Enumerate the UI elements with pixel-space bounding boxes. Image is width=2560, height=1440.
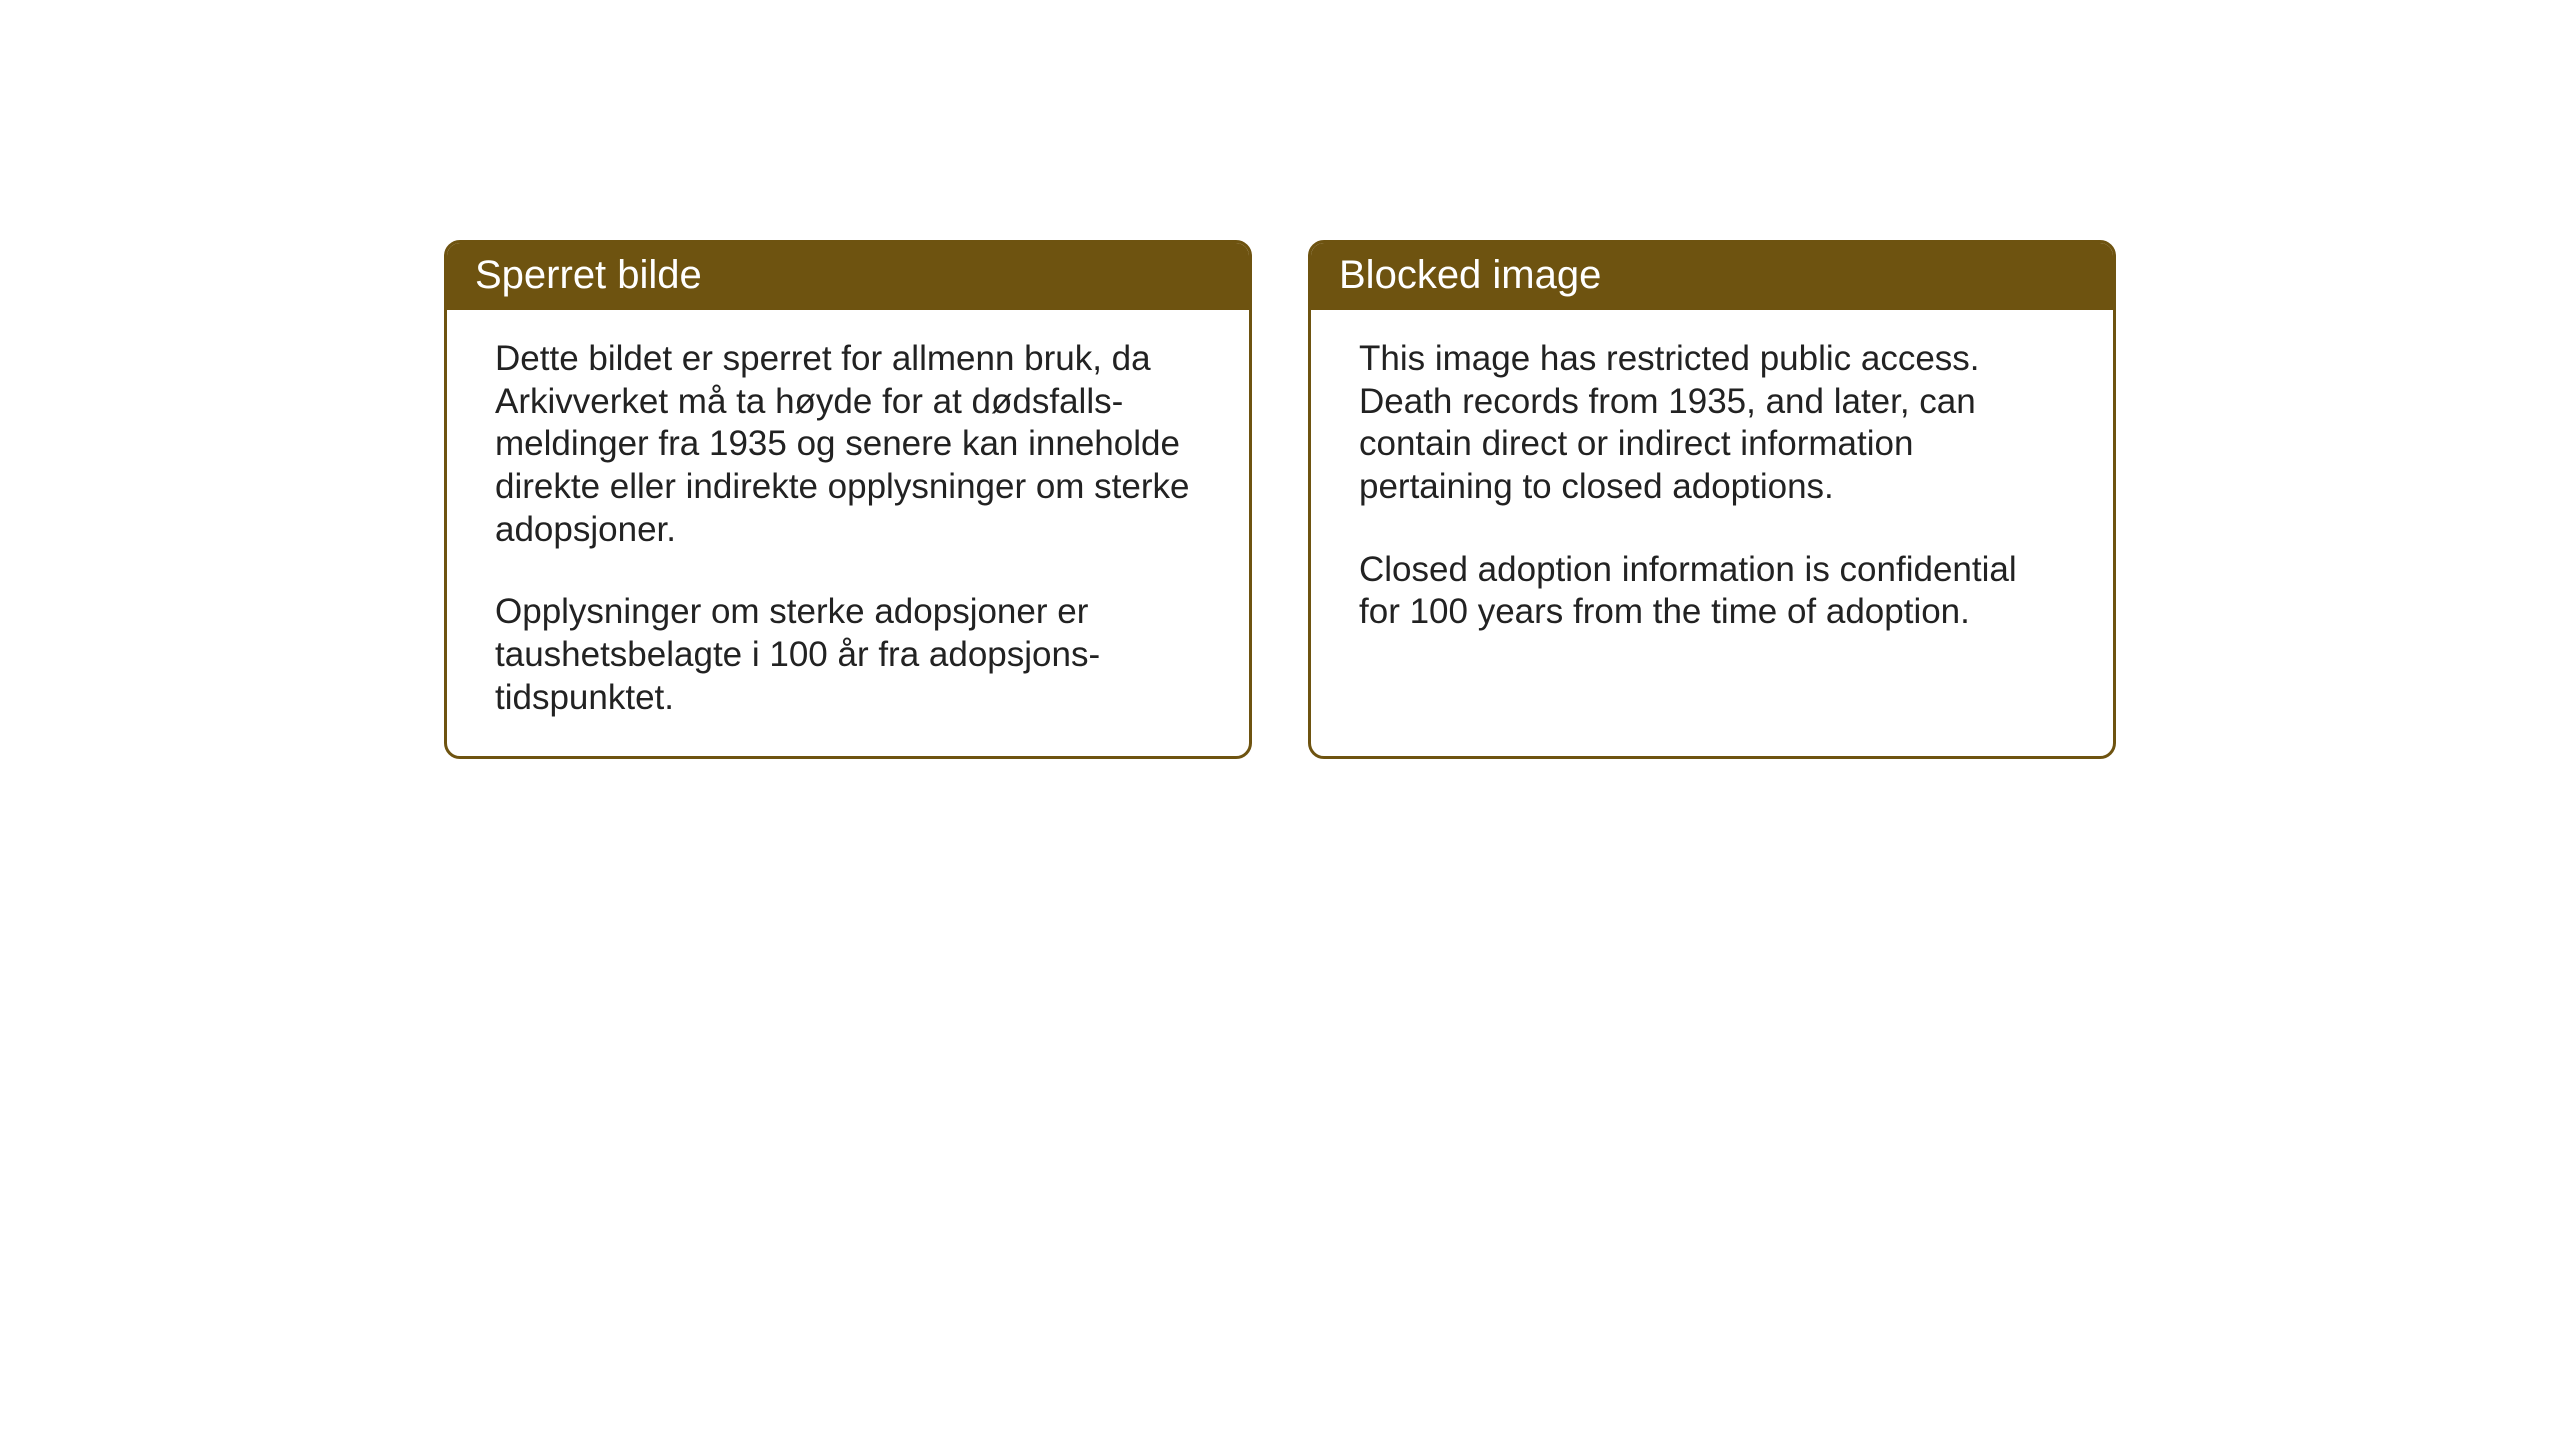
notice-paragraph-1-en: This image has restricted public access.… bbox=[1359, 338, 2065, 509]
notice-card-english: Blocked image This image has restricted … bbox=[1308, 240, 2116, 759]
card-body-norwegian: Dette bildet er sperret for allmenn bruk… bbox=[447, 310, 1249, 756]
card-body-english: This image has restricted public access.… bbox=[1311, 310, 2113, 670]
notice-container: Sperret bilde Dette bildet er sperret fo… bbox=[0, 0, 2560, 759]
notice-paragraph-2-en: Closed adoption information is confident… bbox=[1359, 549, 2065, 634]
card-header-english: Blocked image bbox=[1311, 243, 2113, 310]
notice-card-norwegian: Sperret bilde Dette bildet er sperret fo… bbox=[444, 240, 1252, 759]
notice-paragraph-2-no: Opplysninger om sterke adopsjoner er tau… bbox=[495, 591, 1201, 719]
card-header-norwegian: Sperret bilde bbox=[447, 243, 1249, 310]
notice-paragraph-1-no: Dette bildet er sperret for allmenn bruk… bbox=[495, 338, 1201, 551]
